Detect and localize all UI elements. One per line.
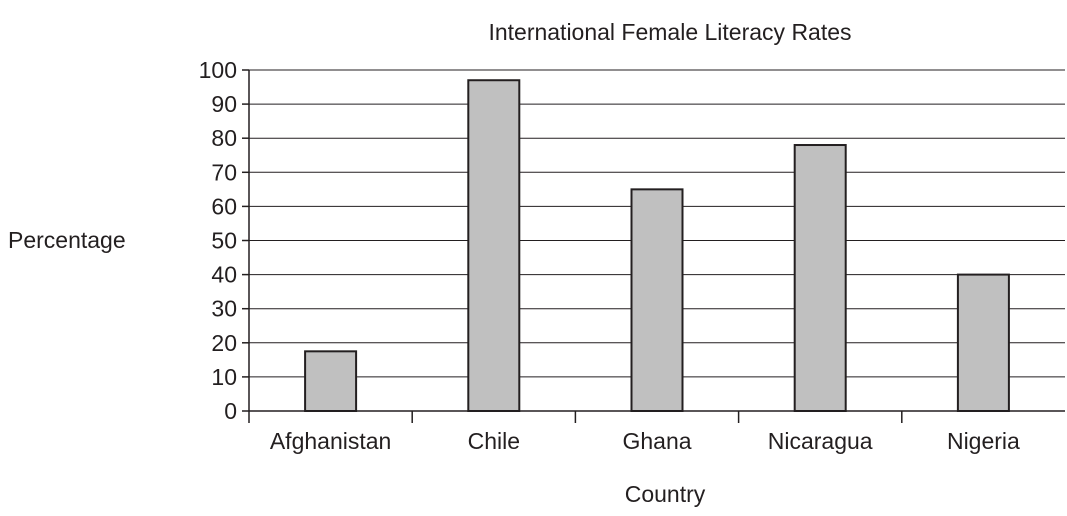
x-axis-title: Country [625, 481, 706, 507]
y-tick-label: 60 [211, 193, 237, 219]
y-axis-title: Percentage [8, 227, 126, 253]
y-tick-label: 0 [224, 398, 237, 424]
x-category-label: Nigeria [947, 428, 1020, 454]
x-category-label: Ghana [622, 428, 691, 454]
y-tick-label: 50 [211, 228, 237, 254]
y-tick-label: 40 [211, 262, 237, 288]
x-tick-marks [248, 411, 903, 423]
x-category-label: Afghanistan [270, 428, 391, 454]
y-tick-label: 80 [211, 125, 237, 151]
x-category-label: Chile [468, 428, 520, 454]
bar-nigeria [956, 273, 1010, 412]
bar-chile [467, 79, 521, 412]
y-tick-label: 20 [211, 330, 237, 356]
y-tick-label: 100 [199, 57, 237, 83]
y-tick-label: 90 [211, 91, 237, 117]
y-tick-labels: 0 10 20 30 40 50 60 70 80 90 100 [199, 57, 249, 424]
bar-afghanistan [304, 350, 358, 413]
y-tick-label: 70 [211, 159, 237, 185]
chart-title: International Female Literacy Rates [488, 19, 851, 45]
y-tick-label: 30 [211, 296, 237, 322]
x-category-labels: Afghanistan Chile Ghana Nicaragua Nigeria [270, 428, 1020, 454]
bar-nicaragua [793, 144, 847, 413]
bars [304, 79, 1010, 413]
bar-ghana [630, 188, 684, 412]
x-category-label: Nicaragua [768, 428, 873, 454]
y-tick-label: 10 [211, 364, 237, 390]
